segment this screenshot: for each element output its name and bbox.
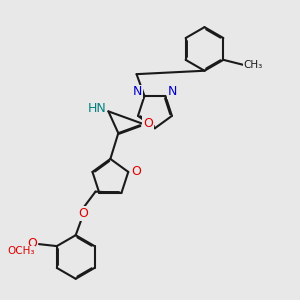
Text: HN: HN bbox=[88, 102, 107, 115]
Text: N: N bbox=[133, 85, 142, 98]
Text: O: O bbox=[143, 117, 153, 130]
Text: CH₃: CH₃ bbox=[244, 60, 263, 70]
Text: O: O bbox=[79, 207, 88, 220]
Text: O: O bbox=[27, 237, 37, 250]
Text: OCH₃: OCH₃ bbox=[8, 246, 35, 256]
Text: O: O bbox=[131, 165, 141, 178]
Text: N: N bbox=[168, 85, 177, 98]
